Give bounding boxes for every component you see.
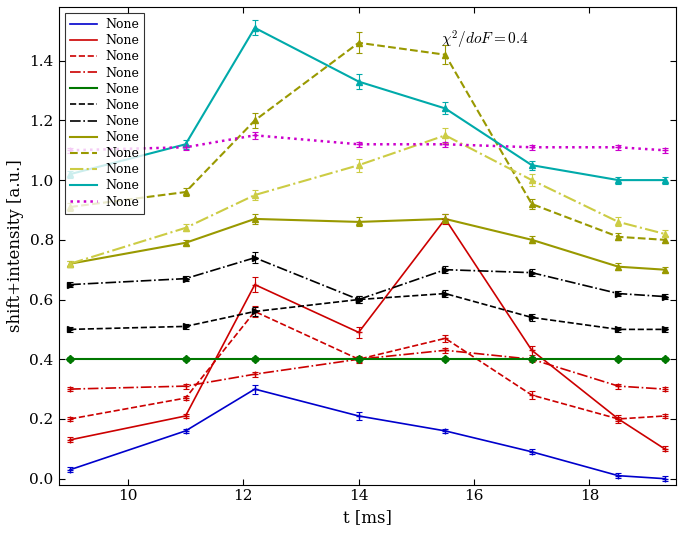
X-axis label: t [ms]: t [ms] bbox=[343, 509, 392, 526]
Y-axis label: shift+intensity [a.u.]: shift+intensity [a.u.] bbox=[7, 159, 24, 332]
Text: $\chi^2/doF = 0.4$: $\chi^2/doF = 0.4$ bbox=[441, 28, 529, 51]
Legend: None, None, None, None, None, None, None, None, None, None, None, None: None, None, None, None, None, None, None… bbox=[65, 13, 143, 214]
